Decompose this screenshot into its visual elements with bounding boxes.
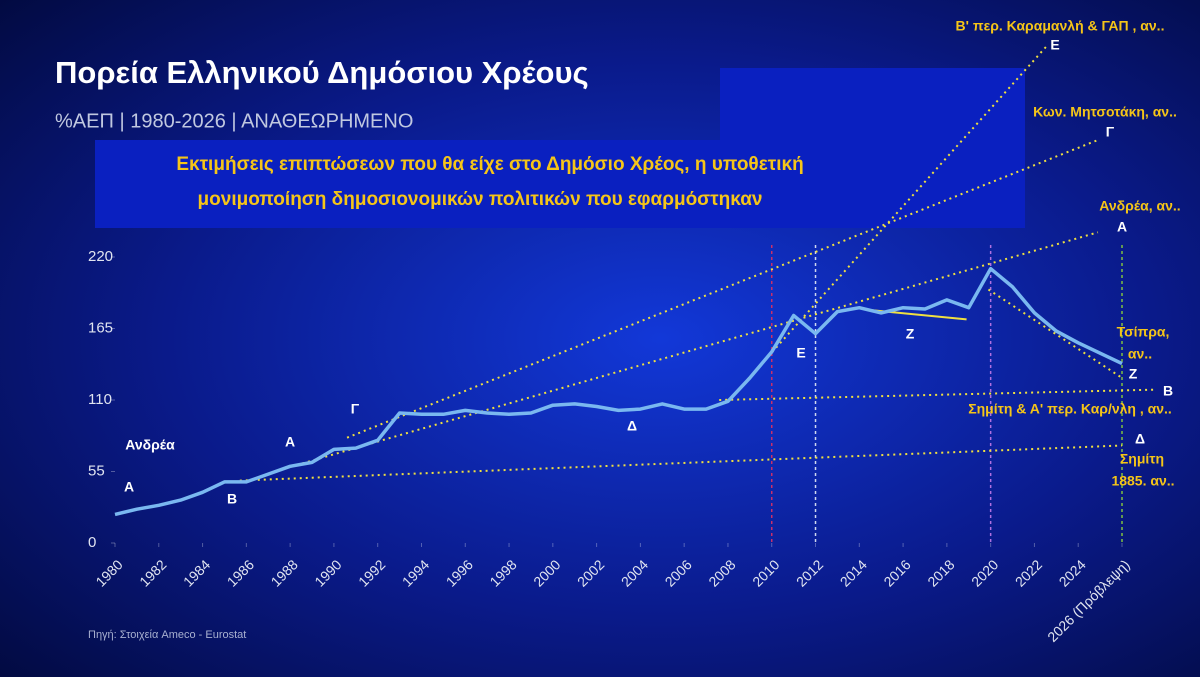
y-tick-label: 110	[88, 391, 112, 408]
y-tick-label: 55	[88, 462, 105, 479]
projection-line	[346, 139, 1099, 439]
annotation: Ζ	[1129, 366, 1138, 382]
projection-line	[278, 231, 1099, 472]
annotation: Β	[1163, 383, 1173, 399]
data-line	[114, 266, 1123, 517]
annotation: Δ	[627, 418, 637, 434]
note-line: μονιμοποίηση δημοσιονομικών πολιτικών πο…	[198, 189, 763, 210]
chart-subtitle: %ΑΕΠ | 1980-2026 | ΑΝΑΘΕΩΡΗΜΕΝΟ	[55, 110, 413, 132]
note-box	[95, 68, 1025, 228]
annotation: Δ	[1135, 431, 1145, 447]
annotation: αν..	[1128, 346, 1152, 362]
annotation: Α	[1117, 219, 1127, 235]
note-line: Εκτιμήσεις επιπτώσεων που θα είχε στο Δη…	[176, 154, 803, 175]
annotation: Ε	[796, 345, 805, 361]
projection-line	[719, 388, 1158, 401]
projection-line	[987, 288, 1123, 379]
annotation: Γ	[351, 401, 360, 417]
annotation: Σημίτη	[1120, 451, 1164, 467]
annotation: Ανδρέα	[125, 437, 175, 453]
y-tick-label: 0	[88, 534, 96, 551]
annotation: Β	[227, 491, 237, 507]
annotation: Β' περ. Καραμανλή & ΓΑΠ , αν..	[956, 18, 1165, 34]
annotation: 1885. αν..	[1111, 473, 1174, 489]
annotation: Ε	[1050, 37, 1059, 53]
annotation: Κων. Μητσοτάκη, αν..	[1033, 104, 1177, 120]
annotation: Γ	[1106, 124, 1115, 140]
annotation: Ζ	[906, 326, 915, 342]
chart-title: Πορεία Ελληνικού Δημόσιου Χρέους	[55, 55, 589, 90]
y-tick-label: 165	[88, 319, 113, 336]
annotation: Τσίπρα,	[1117, 324, 1170, 340]
annotation: Α	[285, 434, 295, 450]
source: Πηγή: Στοιχεία Ameco - Eurostat	[88, 629, 246, 641]
annotation: Α	[124, 479, 134, 495]
y-tick-label: 220	[88, 248, 113, 265]
projection-line	[727, 44, 1049, 402]
annotation: Σημίτη & Α' περ. Καρ/νλη , αν..	[968, 401, 1172, 417]
annotation: Ανδρέα, αν..	[1099, 198, 1180, 214]
